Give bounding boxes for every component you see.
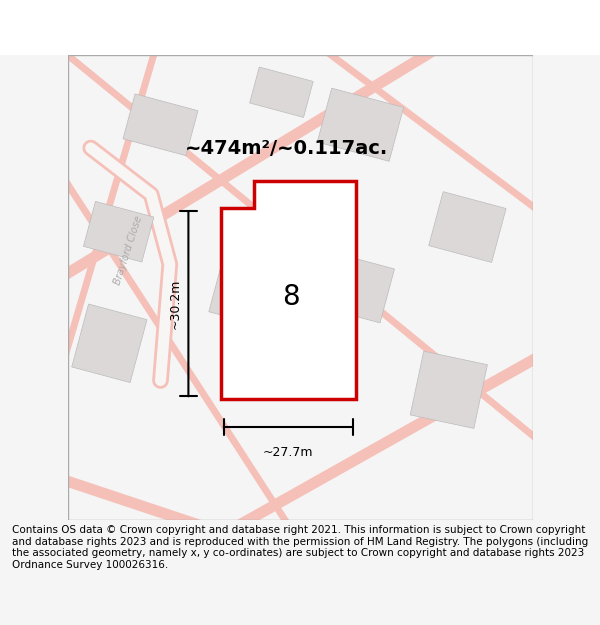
Bar [317, 252, 394, 323]
Text: Map shows position and indicative extent of the property.: Map shows position and indicative extent… [120, 39, 480, 51]
Text: 8: 8 [282, 282, 299, 311]
Bar [83, 201, 154, 262]
Polygon shape [221, 181, 356, 399]
Bar [250, 67, 313, 118]
Bar [123, 94, 198, 156]
Bar [317, 88, 404, 161]
Text: ~27.7m: ~27.7m [263, 446, 314, 459]
Text: ~474m²/~0.117ac.: ~474m²/~0.117ac. [184, 139, 388, 158]
Bar [209, 249, 280, 326]
Bar [410, 351, 487, 428]
Bar [429, 192, 506, 262]
Text: Contains OS data © Crown copyright and database right 2021. This information is : Contains OS data © Crown copyright and d… [12, 525, 588, 570]
Text: ~30.2m: ~30.2m [169, 279, 181, 329]
Text: Brayford Close: Brayford Close [112, 214, 144, 286]
Bar [72, 304, 147, 382]
Bar [67, 55, 533, 520]
Text: 8, BRAYFORD CLOSE, NORTHAMPTON, NN3 3LU: 8, BRAYFORD CLOSE, NORTHAMPTON, NN3 3LU [115, 14, 485, 28]
